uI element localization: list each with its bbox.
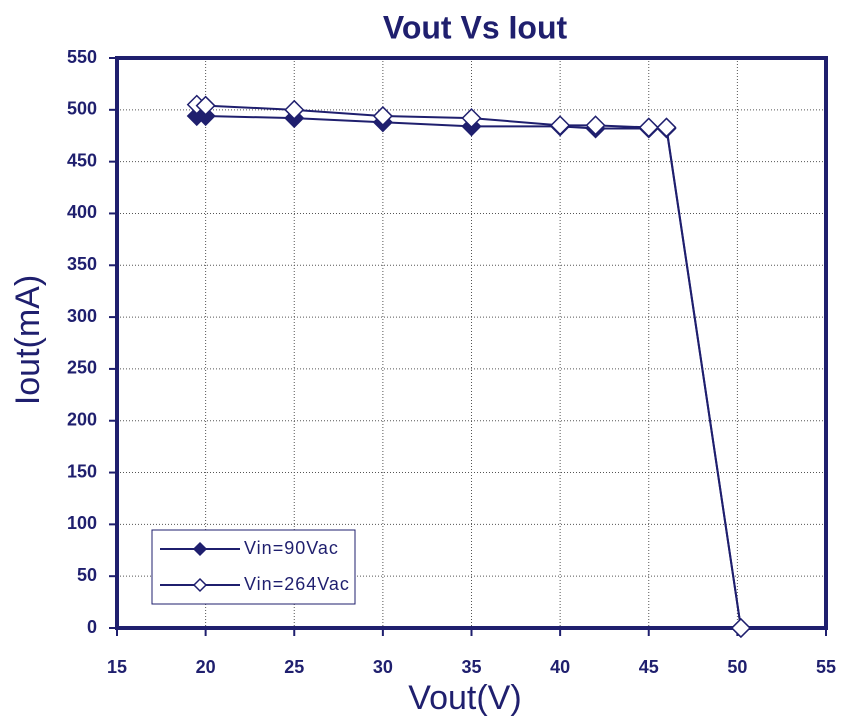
x-tick-label: 55 [816,657,836,677]
y-tick-label: 500 [67,99,97,119]
x-tick-label: 40 [550,657,570,677]
y-tick-label: 0 [87,617,97,637]
legend-marker [192,541,208,557]
data-point [195,105,216,127]
y-tick-label: 200 [67,409,97,429]
x-tick-label: 50 [727,657,747,677]
data-point [372,105,393,127]
x-axis-label: Vout(V) [408,679,521,717]
y-tick-label: 50 [77,565,97,585]
data-point [195,95,216,116]
y-tick-label: 250 [67,358,97,378]
legend-label: Vin=264Vac [244,574,350,594]
legend-label: Vin=90Vac [244,538,339,558]
x-tick-label: 45 [639,657,659,677]
data-point [284,99,305,120]
legend-marker [192,577,208,593]
x-tick-label: 30 [373,657,393,677]
x-tick-label: 25 [284,657,304,677]
y-tick-label: 100 [67,513,97,533]
y-tick-label: 150 [67,461,97,481]
data-point [585,115,606,136]
legend-box [151,529,356,605]
y-tick-label: 400 [67,202,97,222]
data-point [730,617,751,639]
chart-title: Vout Vs Iout [383,9,568,45]
y-tick-label: 450 [67,150,97,170]
data-point [638,117,659,138]
plot-frame [115,56,828,630]
x-tick-label: 15 [107,657,127,677]
x-tick-label: 35 [461,657,481,677]
y-tick-label: 350 [67,254,97,274]
data-point [656,117,677,138]
y-tick-label: 300 [67,306,97,326]
y-axis-label: Iout(mA) [9,275,47,405]
data-point [550,115,571,136]
x-tick-label: 20 [196,657,216,677]
y-tick-label: 550 [67,47,97,67]
data-point [461,108,482,129]
